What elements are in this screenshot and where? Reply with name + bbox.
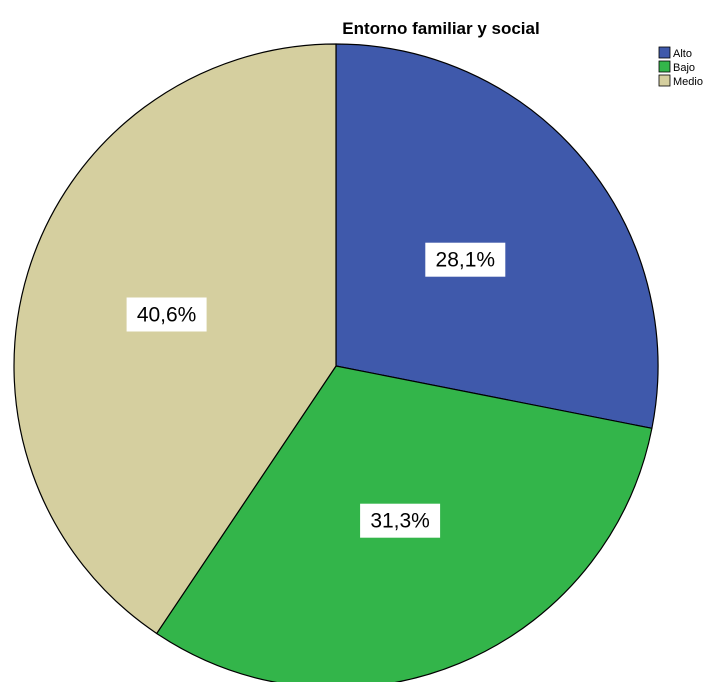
chart-legend[interactable]: Alto Bajo Medio [658, 46, 703, 88]
data-label-text: 31,3% [370, 510, 430, 533]
legend-swatch [658, 60, 671, 73]
pie-slices [13, 43, 659, 682]
data-label-alto: 28,1% [425, 242, 506, 277]
data-label-box [360, 503, 441, 538]
legend-label: Alto [673, 48, 692, 60]
legend-label: Bajo [673, 62, 695, 74]
pie-slice-medio[interactable] [13, 43, 337, 635]
data-label-bajo: 31,3% [360, 503, 441, 538]
data-label-box [126, 297, 207, 332]
legend-item-alto[interactable]: Alto [658, 46, 692, 60]
pie-data-labels: 28,1% 31,3% 40,6% [126, 242, 506, 538]
chart-title: Entorno familiar y social [342, 19, 539, 38]
legend-swatch [658, 46, 671, 59]
data-label-text: 40,6% [137, 304, 197, 327]
data-label-text: 28,1% [436, 249, 496, 272]
data-label-box [425, 242, 506, 277]
pie-slice-alto[interactable] [335, 43, 659, 429]
legend-item-bajo[interactable]: Bajo [658, 60, 695, 74]
data-label-medio: 40,6% [126, 297, 207, 332]
legend-item-medio[interactable]: Medio [658, 74, 703, 88]
legend-label: Medio [673, 76, 703, 88]
legend-swatch [658, 74, 671, 87]
